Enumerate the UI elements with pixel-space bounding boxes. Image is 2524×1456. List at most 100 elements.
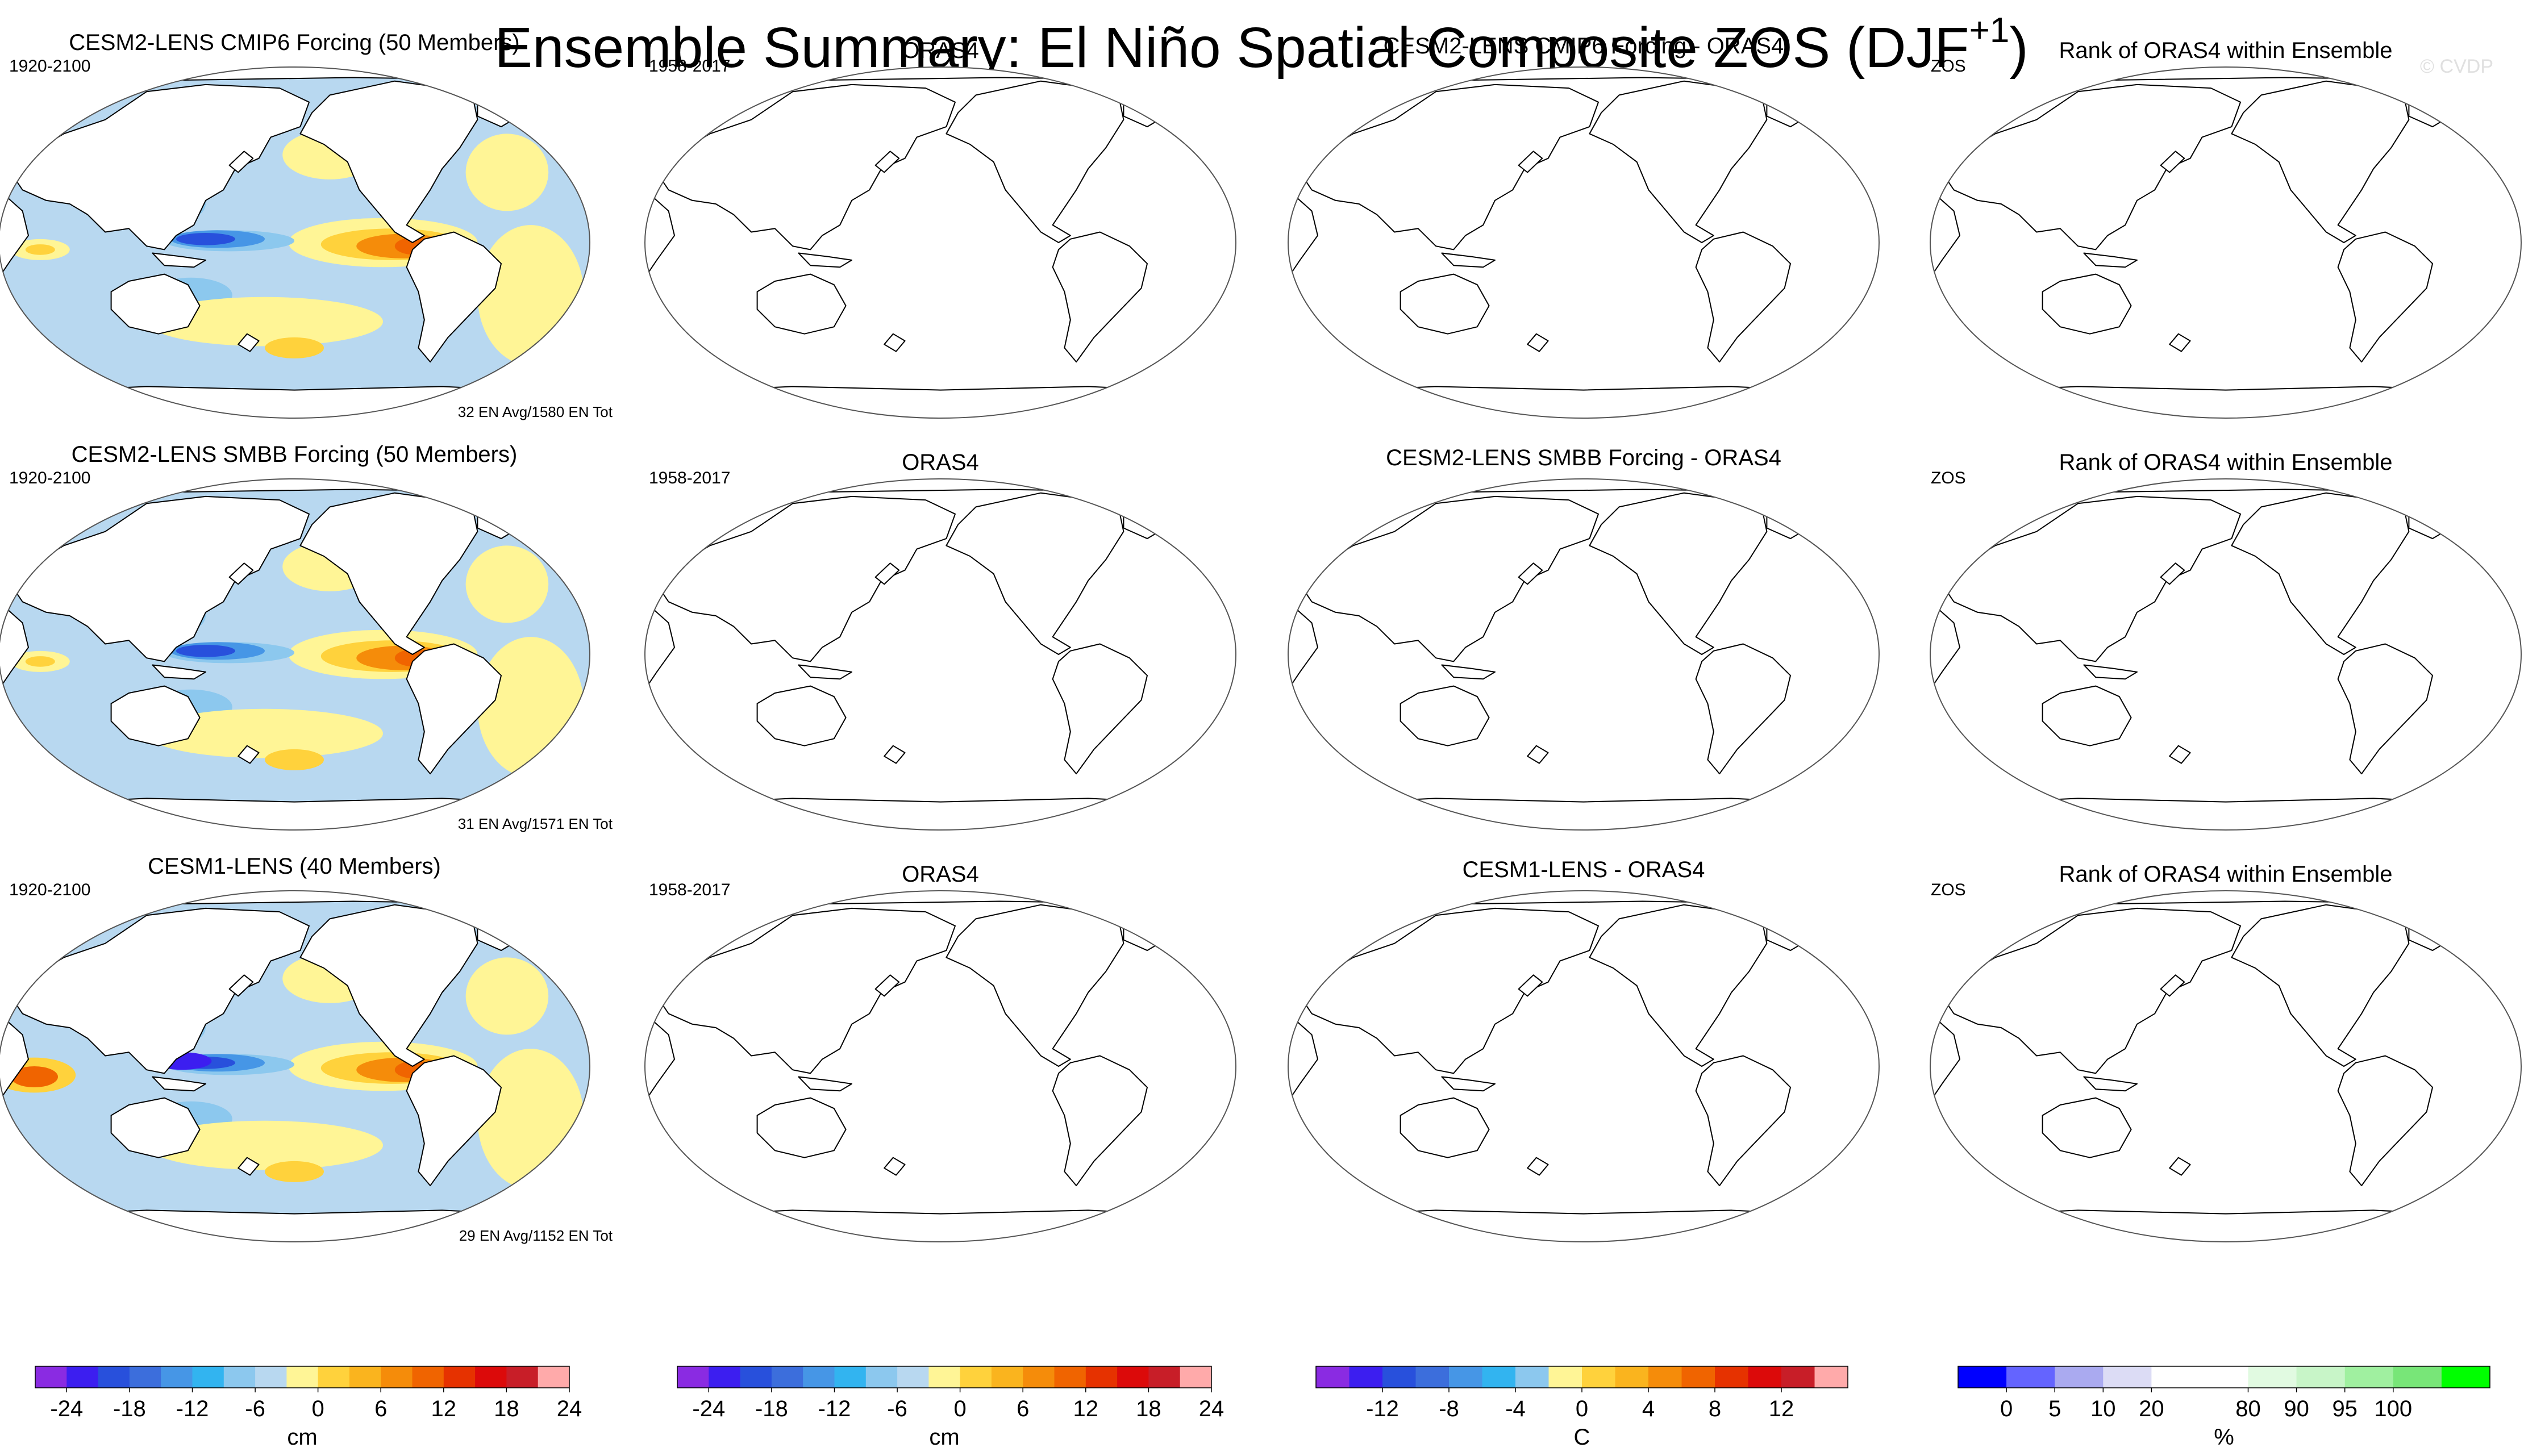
- coastline-indo: [798, 252, 852, 268]
- colorbar-swatch: [2055, 1366, 2104, 1388]
- anomaly-contour: [147, 1120, 383, 1170]
- coastline-indo: [2083, 1076, 2138, 1092]
- coastline-nz: [884, 745, 906, 764]
- obs-map: [644, 66, 1236, 419]
- colorbar-tick-label: 18: [1136, 1396, 1161, 1421]
- colorbar-tick-label: 18: [494, 1396, 519, 1421]
- colorbar-swatch: [1349, 1366, 1383, 1388]
- coastline-australia: [110, 273, 201, 335]
- colorbar-swatch: [2200, 1366, 2249, 1388]
- coastline-namerica: [946, 80, 1124, 243]
- colorbar-swatch: [255, 1366, 287, 1388]
- colorbar-tick-label: 6: [1017, 1396, 1029, 1421]
- anomaly-contour: [147, 708, 383, 758]
- obs-years: 1958-2017: [649, 57, 730, 76]
- ensemble-years: 1920-2100: [9, 881, 90, 899]
- colorbar-swatch: [1648, 1366, 1682, 1388]
- coastline-antarctica: [1930, 798, 2521, 830]
- colorbar-tick-label: -4: [1505, 1396, 1526, 1421]
- colorbar-tick-label: -18: [113, 1396, 146, 1421]
- coastline-namerica: [1589, 492, 1768, 655]
- coastline-nz: [2169, 333, 2191, 352]
- coastline-samerica: [406, 1055, 502, 1187]
- anomaly-contour: [477, 1049, 584, 1190]
- ensemble-note: 31 EN Avg/1571 EN Tot: [458, 815, 613, 832]
- colorbar-swatch: [412, 1366, 444, 1388]
- coastline-namerica: [299, 80, 478, 243]
- anomaly-contour: [176, 645, 235, 657]
- colorbar-swatch: [1814, 1366, 1848, 1388]
- colorbar-swatch: [1748, 1366, 1782, 1388]
- colorbar-swatch: [475, 1366, 507, 1388]
- coastline-namerica: [946, 904, 1124, 1067]
- colorbar-unit: C: [1574, 1425, 1590, 1450]
- coastline-antarctica: [1288, 1209, 1879, 1242]
- colorbar-swatch: [1515, 1366, 1549, 1388]
- colorbar-tick-label: 12: [1769, 1396, 1794, 1421]
- difference-map: [1288, 890, 1880, 1242]
- colorbar-swatch: [834, 1366, 867, 1388]
- coastline-indo: [1441, 664, 1496, 680]
- colorbar-swatch: [897, 1366, 929, 1388]
- coastline-australia: [756, 273, 847, 335]
- coastline-africa: [1930, 601, 1960, 690]
- obs-years: 1958-2017: [649, 881, 730, 899]
- colorbar-tick-label: 10: [2090, 1396, 2116, 1421]
- coastline-indo: [1441, 1076, 1496, 1092]
- colorbar-swatch: [865, 1366, 898, 1388]
- coastline-nz: [238, 333, 260, 352]
- coastline-australia: [110, 1097, 201, 1158]
- coastline-australia: [1400, 685, 1490, 746]
- anomaly-contour: [477, 637, 584, 778]
- colorbar-tick-label: 80: [2235, 1396, 2261, 1421]
- coastline-australia: [756, 685, 847, 746]
- coastline-samerica: [406, 643, 502, 775]
- obs-title: ORAS4: [902, 38, 979, 63]
- colorbar-swatch: [1085, 1366, 1118, 1388]
- coastline-asia: [10, 84, 310, 251]
- coastline-africa: [0, 1013, 29, 1102]
- colorbar-swatch: [803, 1366, 835, 1388]
- colorbar-swatch: [161, 1366, 193, 1388]
- coastline-arctic: [1288, 479, 1879, 494]
- coastline-indo: [798, 664, 852, 680]
- rank-map: [1930, 890, 2522, 1242]
- coastline-samerica: [2337, 643, 2433, 775]
- colorbar-swatch: [2006, 1366, 2055, 1388]
- obs-title: ORAS4: [902, 862, 979, 887]
- coastline-africa: [645, 1013, 675, 1102]
- coastline-africa: [0, 601, 29, 690]
- coastline-africa: [645, 189, 675, 278]
- colorbar-swatch: [740, 1366, 772, 1388]
- coastline-arctic: [1288, 891, 1879, 906]
- coastline-japan: [2160, 562, 2185, 585]
- difference-map: [1288, 66, 1880, 419]
- coastline-japan: [228, 151, 254, 173]
- colorbar-swatch: [1415, 1366, 1450, 1388]
- coastline-antarctica: [645, 1209, 1236, 1242]
- rank-title: Rank of ORAS4 within Ensemble: [2059, 862, 2393, 887]
- coastline-australia: [2042, 273, 2132, 335]
- colorbar-swatch: [991, 1366, 1023, 1388]
- colorbar-tick-label: 0: [1576, 1396, 1588, 1421]
- coastline-asia: [10, 907, 310, 1074]
- coastline-namerica: [1589, 80, 1768, 243]
- colorbar-tick-label: -12: [1366, 1396, 1399, 1421]
- globe-border: [1930, 890, 2522, 1242]
- coastline-japan: [874, 151, 900, 173]
- coastline-arctic: [1930, 479, 2521, 494]
- colorbar-tick-label: -12: [818, 1396, 851, 1421]
- coastline-nz: [2169, 745, 2191, 764]
- coastline-africa: [1288, 189, 1318, 278]
- colorbar-tick-label: 12: [1073, 1396, 1099, 1421]
- figure-title: Ensemble Summary: El Niño Spatial Compos…: [494, 11, 2028, 80]
- colorbar-swatch: [677, 1366, 709, 1388]
- colorbar-tick-label: -6: [245, 1396, 265, 1421]
- colorbar-swatch: [1548, 1366, 1582, 1388]
- rank-map: [1930, 478, 2522, 831]
- obs-years: 1958-2017: [649, 469, 730, 487]
- colorbar-tick-label: 24: [1199, 1396, 1224, 1421]
- colorbar-swatch: [1449, 1366, 1482, 1388]
- rank-variable: ZOS: [1931, 57, 1966, 76]
- ensemble-map: [0, 478, 590, 831]
